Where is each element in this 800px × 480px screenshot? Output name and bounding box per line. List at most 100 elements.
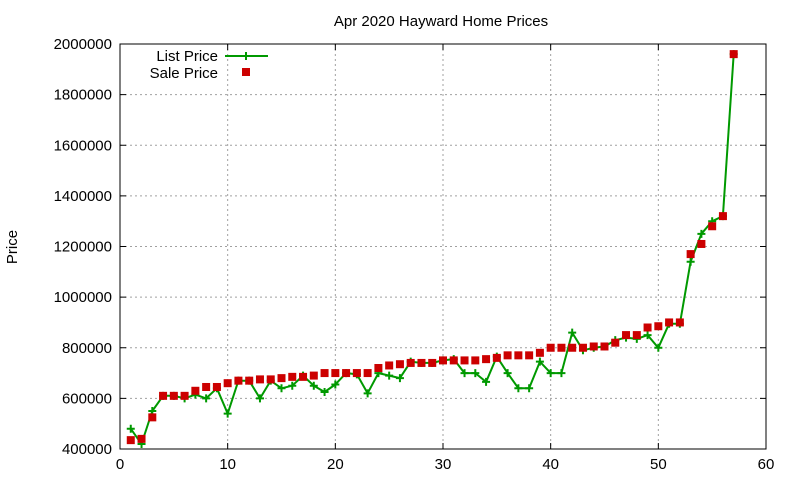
list-price-point	[277, 384, 286, 393]
list-price-point	[471, 369, 480, 378]
x-tick-label: 40	[542, 456, 559, 473]
sale-price-point	[299, 372, 308, 381]
sale-price-point	[535, 348, 544, 357]
list-price-point	[395, 374, 404, 383]
sale-price-point	[126, 436, 135, 445]
sale-price-point	[492, 353, 501, 362]
sale-price-point	[503, 351, 512, 360]
sale-price-point	[428, 358, 437, 367]
sale-price-point	[568, 343, 577, 352]
list-price-point	[503, 369, 512, 378]
sale-price-point	[234, 376, 243, 385]
sale-price-point	[578, 343, 587, 352]
list-price-point	[255, 394, 264, 403]
sale-price-point	[191, 386, 200, 395]
list-price-point	[535, 357, 544, 366]
legend-marker-sale-price	[242, 68, 250, 76]
list-price-point	[697, 229, 706, 238]
y-tick-label: 1800000	[54, 87, 112, 104]
list-price-point	[385, 371, 394, 380]
list-price-point	[223, 409, 232, 418]
list-price-point	[546, 369, 555, 378]
sale-price-point	[675, 318, 684, 327]
sale-price-point	[514, 351, 523, 360]
sale-price-point	[417, 358, 426, 367]
sale-price-point	[137, 434, 146, 443]
x-tick-label: 0	[116, 456, 124, 473]
y-tick-label: 1400000	[54, 188, 112, 205]
y-tick-label: 2000000	[54, 36, 112, 53]
sale-price-point	[471, 356, 480, 365]
list-price-point	[126, 424, 135, 433]
legend: List Price Sale Price	[150, 48, 268, 82]
list-price-point	[288, 381, 297, 390]
list-price-point	[482, 377, 491, 386]
y-tick-label: 800000	[62, 340, 112, 357]
sale-price-point	[611, 338, 620, 347]
sale-price-point	[202, 382, 211, 391]
sale-price-point	[439, 356, 447, 365]
sale-price-point	[718, 212, 727, 221]
x-tick-label: 60	[758, 456, 775, 473]
list-price-point	[686, 257, 695, 266]
sale-price-point	[643, 323, 652, 332]
sale-price-point	[374, 364, 383, 372]
series-layer	[126, 50, 738, 448]
sale-price-point	[460, 356, 469, 365]
x-tick-label: 20	[327, 456, 344, 473]
sale-price-point	[708, 222, 717, 231]
legend-label-list-price: List Price	[156, 48, 218, 65]
y-tick-label: 1600000	[54, 137, 112, 154]
sale-price-point	[223, 379, 232, 388]
sale-price-point	[309, 371, 318, 380]
sale-price-point	[632, 331, 641, 340]
sale-price-point	[622, 331, 631, 340]
sale-price-point	[288, 372, 297, 381]
list-price-point	[331, 380, 340, 389]
sale-price-point	[266, 375, 275, 384]
legend-label-sale-price: Sale Price	[150, 65, 218, 82]
sale-price-point	[654, 322, 663, 331]
list-price-point	[514, 384, 523, 393]
sale-price-point	[449, 356, 458, 365]
sale-price-point	[729, 50, 738, 59]
sale-price-point	[406, 358, 415, 367]
sale-price-point	[546, 343, 555, 352]
list-price-point	[202, 394, 211, 403]
sale-price-point	[212, 382, 221, 391]
y-tick-label: 1000000	[54, 289, 112, 306]
sale-price-point	[342, 369, 351, 378]
legend-marker-list-price	[242, 52, 250, 60]
sale-price-point	[180, 391, 189, 400]
sale-price-point	[331, 369, 340, 378]
sale-price-point	[277, 374, 286, 383]
sale-price-point	[665, 318, 674, 327]
sale-price-point	[385, 361, 394, 370]
sale-price-point	[352, 369, 361, 378]
y-axis-label: Price	[4, 230, 21, 264]
sale-price-point	[589, 342, 598, 351]
y-tick-label: 600000	[62, 390, 112, 407]
list-price-point	[557, 369, 566, 378]
y-tick-label: 1200000	[54, 239, 112, 256]
list-price-point	[568, 328, 577, 337]
sale-price-point	[363, 369, 372, 378]
list-price-point	[363, 389, 372, 398]
series-line-list-price	[129, 54, 735, 445]
list-price-point	[525, 384, 534, 393]
x-tick-label: 30	[435, 456, 452, 473]
sale-price-point	[245, 376, 254, 385]
sale-price-point	[159, 391, 168, 400]
x-tick-label: 50	[650, 456, 667, 473]
y-tick-label: 400000	[62, 441, 112, 458]
sale-price-point	[697, 239, 706, 248]
sale-price-point	[320, 369, 329, 378]
sale-price-point	[600, 342, 609, 351]
sale-price-point	[169, 391, 178, 400]
axis-ticks: 0 10 20 30 40 50 60 400000 600000 800000 1000000 12…	[54, 36, 775, 473]
list-price-point	[320, 388, 329, 397]
sale-price-point	[557, 343, 566, 352]
list-price-point	[309, 381, 318, 390]
x-tick-label: 10	[219, 456, 236, 473]
